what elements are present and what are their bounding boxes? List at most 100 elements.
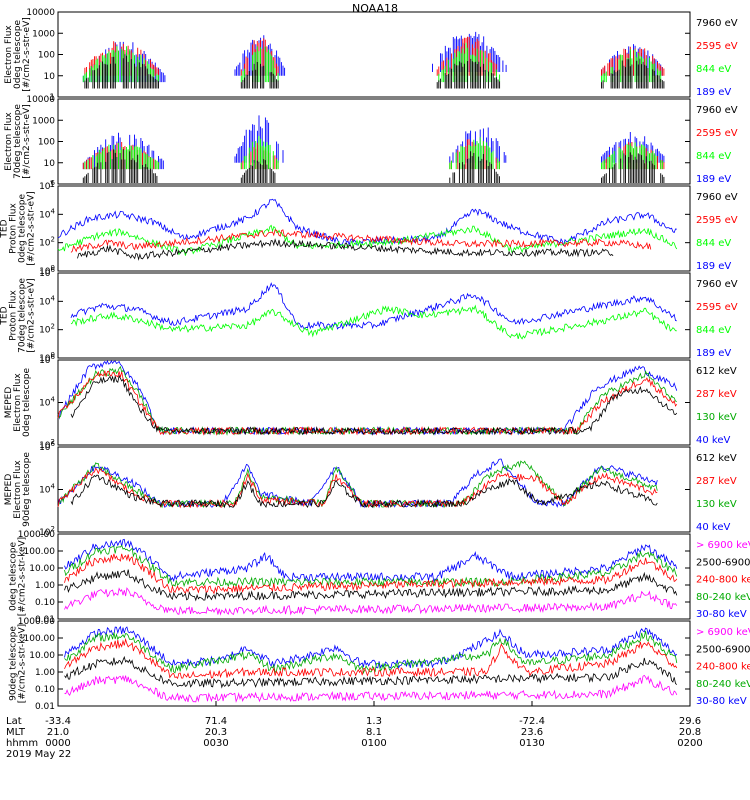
panel-2-series-1: [57, 224, 678, 256]
panel-2-ytick-label: 106: [39, 179, 55, 192]
x-tick-hhmm: 0200: [677, 738, 703, 749]
panel-6-series-0: [64, 538, 678, 583]
panel-2-series-0: [57, 198, 677, 247]
panel-6-series-3: [64, 569, 678, 602]
panel-6-frame: [57, 533, 691, 620]
panel-4-ytick-label: 104: [39, 396, 55, 409]
panel-6-ytick-label: 0.10: [35, 598, 55, 608]
panel-0-series-3-segment-0: [84, 54, 159, 89]
panel-3-series-1: [70, 304, 677, 340]
panel-5-ytick-label: 102: [39, 525, 55, 538]
panel-4-ytick-label: 102: [39, 438, 55, 451]
panel-7-ytick-label: 0.10: [35, 685, 55, 695]
x-tick-hhmm: 0100: [361, 738, 387, 749]
panel-6-series-1: [64, 544, 678, 588]
panel-0-ylabel: 0deg telescope: [13, 20, 23, 90]
panel-4-ylabel: MEPED: [4, 387, 14, 419]
panel-5-legend-0: 612 keV: [696, 453, 737, 464]
panel-2-ylabel: Proton Flux: [9, 203, 19, 254]
panel-0-series-1-segment-1: [240, 38, 279, 76]
panel-3-ylabel: [#/cm2-s-str-eV]: [27, 278, 37, 353]
x-tick-lat: 71.4: [204, 716, 228, 727]
panel-4-frame: [57, 359, 691, 446]
panel-2-ylabel: 0deg telescope: [18, 194, 28, 264]
date-label: 2019 May 22: [6, 749, 72, 760]
panel-4-series-1: [57, 365, 677, 436]
panel-7-series-2: [64, 637, 678, 680]
panel-7-legend-4: 30-80 keV: [696, 696, 747, 707]
x-tick-mlt: 8.1: [366, 727, 382, 738]
panel-5-legend-3: 40 keV: [696, 522, 730, 533]
panel-2-legend-3: 189 eV: [696, 261, 731, 272]
panel-7-legend-0: > 6900 keV: [696, 627, 750, 638]
panel-5-ytick-label: 104: [39, 483, 55, 496]
panel-4-ylabel: 0deg telescope: [22, 368, 32, 438]
panel-6-ylabel: 0deg telescope: [9, 542, 19, 612]
panel-0-series-2-segment-1: [240, 46, 279, 83]
panel-2-ylabel: TED: [0, 219, 10, 238]
panel-2-series-2: [70, 229, 652, 253]
panel-1-ylabel: Electron Flux: [4, 112, 14, 171]
panel-1-ylabel: [#/cm2-s-str-eV]: [22, 104, 32, 179]
panel-2-ytick-label: 100: [39, 264, 55, 277]
panel-0-ylabel: [#/cm2-s-str-eV]: [22, 17, 32, 92]
panel-4-series-0: [57, 359, 678, 436]
panel-5-legend-2: 130 keV: [696, 499, 737, 510]
panel-6-legend-4: 30-80 keV: [696, 609, 747, 620]
panel-7-series-0: [64, 625, 678, 670]
panel-1-ylabel: 70deg telescope: [13, 104, 23, 179]
panel-1-ytick-label: 1000: [32, 116, 55, 126]
panel-7-ytick-label: 0.01: [35, 702, 55, 712]
x-tick-mlt: 20.3: [204, 727, 228, 738]
panel-5-frame: [57, 446, 691, 533]
panel-3-ytick-label: 102: [39, 323, 55, 336]
panel-1-legend-3: 189 eV: [696, 174, 731, 185]
panel-4-legend-1: 287 keV: [696, 389, 737, 400]
panel-0-frame: [57, 11, 691, 98]
panel-4-legend-2: 130 keV: [696, 412, 737, 423]
panel-0-series-3-segment-2: [436, 58, 501, 89]
panel-0-series-3-segment-1: [240, 62, 279, 89]
panel-1-ytick-label: 10: [44, 159, 56, 169]
panel-2-frame: [57, 185, 691, 272]
panel-7-series-4: [64, 674, 678, 703]
panel-6-ytick-label: 1.00: [35, 581, 55, 591]
panel-1-legend-0: 7960 eV: [696, 105, 738, 116]
x-tick-mlt: 21.0: [46, 727, 70, 738]
panel-7-ytick-label: 1000.00: [18, 617, 55, 627]
panel-3-ylabel: TED: [0, 306, 10, 325]
panel-1-series-3-segment-1: [240, 159, 276, 183]
panel-5-series-3: [70, 474, 658, 509]
panel-3-legend-2: 844 eV: [696, 325, 731, 336]
panel-3-legend-0: 7960 eV: [696, 279, 738, 290]
x-tick-hhmm: 0030: [203, 738, 229, 749]
panel-6-legend-3: 80-240 keV: [696, 592, 750, 603]
panel-5-ylabel: MEPED: [4, 474, 14, 506]
panel-7-ylabel: 90deg telescope: [9, 626, 19, 701]
panel-0-legend-2: 844 eV: [696, 64, 731, 75]
x-tick-lat: 1.3: [366, 716, 382, 727]
panel-0-ytick-label: 10: [44, 72, 56, 82]
panel-3-ytick-label: 100: [39, 351, 55, 364]
panel-7-series-3: [64, 655, 678, 689]
panel-1-series-2-segment-1: [240, 136, 279, 170]
panel-5-ylabel: 90deg telescope: [22, 452, 32, 527]
panel-5-series-2: [57, 467, 658, 509]
panel-7-series-1: [64, 630, 678, 675]
panel-1-legend-2: 844 eV: [696, 151, 731, 162]
panel-0-legend-0: 7960 eV: [696, 18, 738, 29]
panel-1-ytick-label: 100: [38, 138, 55, 148]
panel-3-legend-3: 189 eV: [696, 348, 731, 359]
x-tick-mlt: 23.6: [520, 727, 544, 738]
panel-4-ytick-label: 106: [39, 353, 55, 366]
panel-1-series-3-segment-0: [82, 149, 158, 183]
panel-4-legend-3: 40 keV: [696, 435, 730, 446]
x-tick-lat: -72.4: [519, 716, 545, 727]
panel-3-series-0: [70, 282, 677, 330]
x-tick-hhmm: 0000: [45, 738, 71, 749]
panel-5-ytick-label: 106: [39, 440, 55, 453]
panel-6-legend-1: 2500-6900: [696, 557, 750, 568]
panel-3-ytick-label: 104: [39, 294, 55, 307]
panel-0-ytick-label: 10000: [26, 8, 55, 18]
